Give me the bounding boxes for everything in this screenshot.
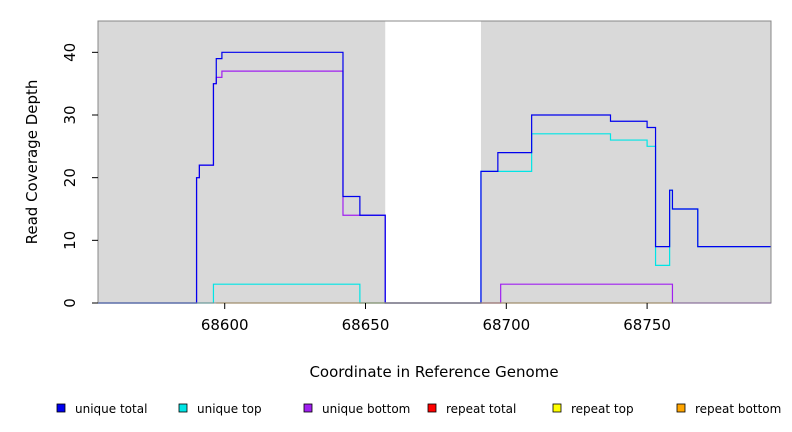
legend: unique total unique top unique bottom repea…: [56, 402, 781, 416]
legend-label-unique-top: unique top: [197, 402, 262, 416]
y-tick-label-10: 10: [61, 231, 79, 250]
x-tick-label-68750: 68750: [623, 316, 671, 334]
legend-swatch-unique-total: [56, 403, 66, 413]
x-tick-label-68600: 68600: [201, 316, 249, 334]
x-tick-label-68650: 68650: [342, 316, 390, 334]
legend-swatch-unique-top: [178, 403, 188, 413]
legend-swatch-repeat-top: [552, 403, 562, 413]
y-axis-title: Read Coverage Depth: [23, 80, 41, 245]
legend-swatch-unique-bottom: [303, 403, 313, 413]
plot-background: [98, 21, 771, 303]
plot-frame: [97, 20, 772, 304]
x-axis-title: Coordinate in Reference Genome: [309, 363, 558, 381]
y-tick-label-20: 20: [61, 168, 79, 187]
x-tick-label-68700: 68700: [482, 316, 530, 334]
legend-label-unique-bottom: unique bottom: [322, 402, 410, 416]
shaded-region-2: [480, 21, 771, 303]
legend-swatch-repeat-total: [427, 403, 437, 413]
y-tick-label-0: 0: [61, 298, 79, 308]
legend-label-repeat-top: repeat top: [571, 402, 634, 416]
legend-label-unique-total: unique total: [75, 402, 147, 416]
shaded-region-1: [98, 21, 386, 303]
legend-label-repeat-bottom: repeat bottom: [695, 402, 781, 416]
axes: 68600 68650 68700 68750 0 10 20 30 40: [61, 20, 772, 334]
y-tick-label-30: 30: [61, 105, 79, 124]
legend-label-repeat-total: repeat total: [446, 402, 516, 416]
y-tick-label-40: 40: [61, 43, 79, 62]
legend-swatch-repeat-bottom: [676, 403, 686, 413]
series-unique-total-line: [98, 51, 771, 304]
